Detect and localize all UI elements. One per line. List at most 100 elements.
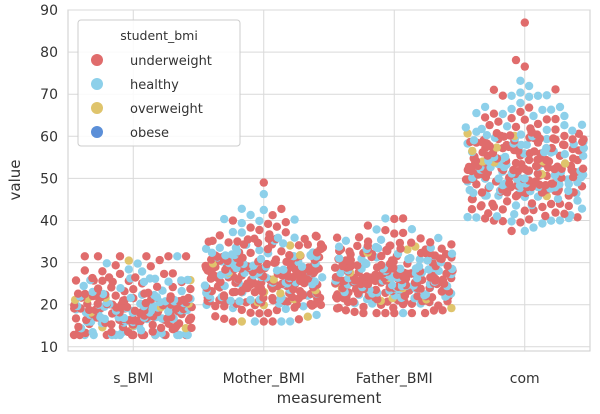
data-point — [529, 111, 538, 121]
data-point — [501, 152, 510, 162]
data-point — [281, 218, 290, 227]
legend-box — [77, 19, 241, 147]
data-point — [421, 290, 431, 299]
data-point — [573, 213, 582, 222]
data-point — [560, 121, 569, 130]
data-point — [246, 248, 255, 258]
data-point — [579, 135, 588, 144]
data-point — [237, 218, 246, 228]
data-point — [510, 210, 519, 219]
data-point — [300, 234, 309, 244]
data-point — [88, 328, 97, 337]
data-point — [277, 247, 286, 256]
data-point — [390, 229, 399, 238]
data-point — [520, 226, 529, 236]
data-point — [480, 102, 490, 112]
data-point — [533, 119, 543, 129]
data-point — [557, 173, 566, 182]
y-tick-label: 50 — [40, 171, 58, 187]
data-point — [522, 140, 531, 149]
data-point — [551, 208, 560, 217]
data-point — [272, 305, 282, 315]
data-point — [573, 196, 582, 205]
data-point — [505, 131, 515, 140]
data-point — [175, 330, 184, 340]
data-point — [484, 209, 493, 218]
data-point — [529, 223, 538, 232]
data-point — [259, 205, 268, 215]
data-point — [111, 261, 120, 270]
data-point — [398, 228, 408, 238]
legend-label-healthy: healthy — [130, 78, 179, 93]
data-point — [220, 314, 229, 323]
data-point — [502, 197, 512, 206]
data-point — [413, 292, 422, 301]
data-point — [115, 269, 125, 279]
data-point — [568, 126, 577, 135]
data-point — [353, 241, 362, 251]
data-point — [363, 237, 373, 246]
data-point — [144, 288, 153, 297]
data-point — [465, 185, 474, 195]
data-point — [279, 265, 288, 274]
data-point — [104, 273, 114, 282]
data-point — [268, 317, 277, 326]
data-point — [80, 266, 90, 275]
data-point — [511, 55, 521, 65]
data-point — [177, 286, 186, 296]
data-point — [498, 109, 507, 119]
data-point — [255, 246, 264, 255]
data-point — [546, 216, 556, 225]
data-point — [527, 199, 537, 208]
data-point — [516, 130, 526, 139]
data-point — [155, 255, 164, 265]
data-point — [507, 226, 516, 236]
data-point — [79, 281, 88, 291]
data-point — [345, 247, 354, 256]
data-point — [299, 302, 308, 311]
data-point — [183, 275, 192, 285]
data-point — [318, 273, 327, 282]
data-point — [231, 287, 240, 297]
data-point — [371, 285, 381, 295]
data-point — [129, 285, 138, 294]
data-point — [542, 143, 551, 153]
x-tick-label-s_BMI: s_BMI — [113, 371, 153, 387]
data-point — [524, 215, 534, 224]
data-point — [507, 91, 516, 101]
data-point — [403, 245, 412, 254]
data-point — [464, 162, 474, 172]
data-point — [542, 91, 551, 100]
data-point — [524, 155, 534, 165]
data-point — [533, 91, 543, 101]
data-point — [96, 313, 105, 322]
data-point — [407, 225, 417, 234]
data-point — [443, 261, 452, 271]
data-point — [316, 240, 326, 249]
data-point — [290, 233, 299, 242]
data-point — [548, 179, 558, 188]
data-point — [494, 117, 503, 126]
y-axis-label: value — [6, 160, 24, 201]
data-point — [335, 254, 344, 263]
data-point — [80, 289, 90, 299]
data-point — [511, 158, 521, 168]
data-point — [533, 169, 542, 178]
data-point — [102, 259, 112, 268]
data-point — [246, 295, 255, 305]
data-point — [376, 235, 386, 244]
data-point — [221, 251, 230, 260]
data-point — [359, 308, 368, 318]
data-point — [148, 327, 157, 336]
data-point — [207, 248, 217, 257]
data-point — [277, 317, 286, 326]
data-point — [560, 111, 569, 121]
data-point — [398, 214, 408, 223]
data-point — [542, 115, 551, 124]
data-point — [285, 251, 294, 260]
data-point — [159, 269, 169, 279]
data-point — [560, 209, 569, 218]
data-point — [219, 291, 229, 300]
data-point — [511, 122, 521, 132]
data-point — [531, 177, 540, 186]
